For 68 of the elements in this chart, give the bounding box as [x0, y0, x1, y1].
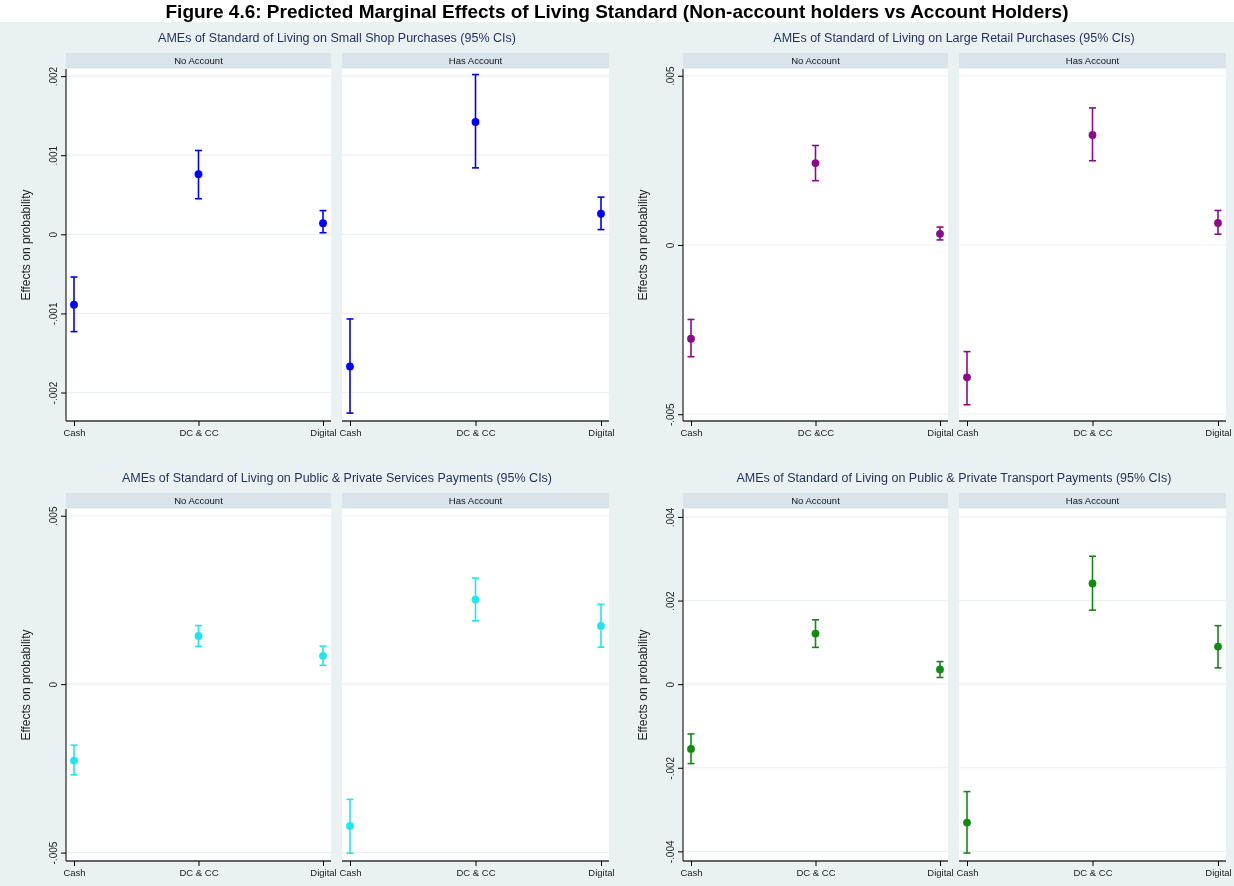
y-axis-title: Effects on probability: [19, 189, 33, 301]
x-tick-label: Cash: [956, 866, 979, 878]
chart-title: AMEs of Standard of Living on Small Shop Purchases (95% CIs): [158, 31, 516, 45]
x-tick-label: Digital: [310, 426, 337, 438]
x-tick-label: DC &CC: [797, 426, 835, 438]
y-tick-label: .002: [665, 590, 676, 611]
y-tick-label: .005: [48, 506, 59, 526]
x-tick-label: DC & CC: [456, 426, 496, 438]
x-tick-label: DC & CC: [179, 426, 219, 438]
y-tick-label: .004: [665, 507, 676, 528]
y-tick-label: 0: [48, 231, 59, 238]
point: [70, 756, 78, 765]
x-tick-label: Cash: [63, 866, 86, 878]
point: [194, 632, 203, 640]
y-tick-label: 0: [48, 681, 59, 688]
chart-subtitle: No Account: [791, 495, 841, 506]
x-tick-label: Digital: [310, 866, 337, 878]
x-tick-label: Digital: [588, 426, 615, 438]
x-tick-label: DC & CC: [1073, 426, 1113, 438]
chart-title: AMEs of Standard of Living on Large Retail Purchases (95% CIs): [773, 31, 1135, 45]
x-tick-label: DC & CC: [1073, 866, 1113, 878]
caption: Figure 4.6: Predicted Marginal Effects of Living Standard (Non-account holders vs Account Holders): [165, 1, 1069, 22]
point: [687, 334, 695, 343]
point: [194, 170, 203, 179]
x-tick-label: Digital: [588, 866, 615, 878]
point: [70, 300, 78, 309]
x-tick-label: DC & CC: [456, 866, 496, 878]
chart-subtitle: Has Account: [448, 55, 503, 66]
y-axis-title: Effects on probability: [19, 629, 33, 741]
x-tick-label: Cash: [956, 426, 979, 438]
point: [811, 629, 820, 638]
point: [319, 651, 327, 660]
chart-subtitle: Has Account: [1065, 495, 1120, 506]
y-tick-label: -.002: [665, 756, 676, 780]
y-tick-label: -.001: [48, 302, 59, 326]
chart-title: AMEs of Standard of Living on Public & Private Transport Payments (95% CIs): [736, 471, 1172, 485]
x-tick-label: Digital: [1205, 426, 1232, 438]
chart-subtitle: Has Account: [1065, 55, 1120, 66]
y-tick-label: -.002: [48, 381, 59, 405]
y-tick-label: -.005: [48, 841, 59, 865]
x-tick-label: DC & CC: [179, 866, 219, 878]
point: [687, 745, 695, 753]
x-tick-label: Digital: [1205, 866, 1232, 878]
x-tick-label: Cash: [339, 426, 362, 438]
y-tick-label: .005: [665, 66, 676, 86]
x-tick-label: Cash: [680, 866, 703, 878]
y-tick-label: .002: [48, 66, 59, 87]
x-tick-label: Digital: [927, 866, 954, 878]
point: [811, 159, 820, 167]
y-tick-label: .001: [48, 145, 59, 166]
chart-subtitle: No Account: [791, 55, 841, 66]
chart-subtitle: No Account: [174, 495, 224, 506]
chart-subtitle: Has Account: [448, 495, 503, 506]
y-tick-label: -.005: [665, 402, 676, 427]
y-axis-title: Effects on probability: [636, 189, 650, 301]
chart-subtitle: No Account: [174, 55, 224, 66]
x-tick-label: Digital: [927, 426, 954, 438]
x-tick-label: Cash: [339, 866, 362, 878]
y-axis-title: Effects on probability: [636, 629, 650, 741]
chart-title: AMEs of Standard of Living on Public & Private Services Payments (95% CIs): [121, 471, 553, 485]
x-tick-label: Cash: [680, 426, 703, 438]
x-tick-label: Cash: [63, 426, 86, 438]
y-tick-label: 0: [665, 242, 676, 249]
point: [936, 665, 944, 674]
x-tick-label: DC & CC: [796, 866, 836, 878]
point: [319, 219, 327, 228]
y-tick-label: -.004: [665, 840, 676, 864]
y-tick-label: 0: [665, 681, 676, 688]
